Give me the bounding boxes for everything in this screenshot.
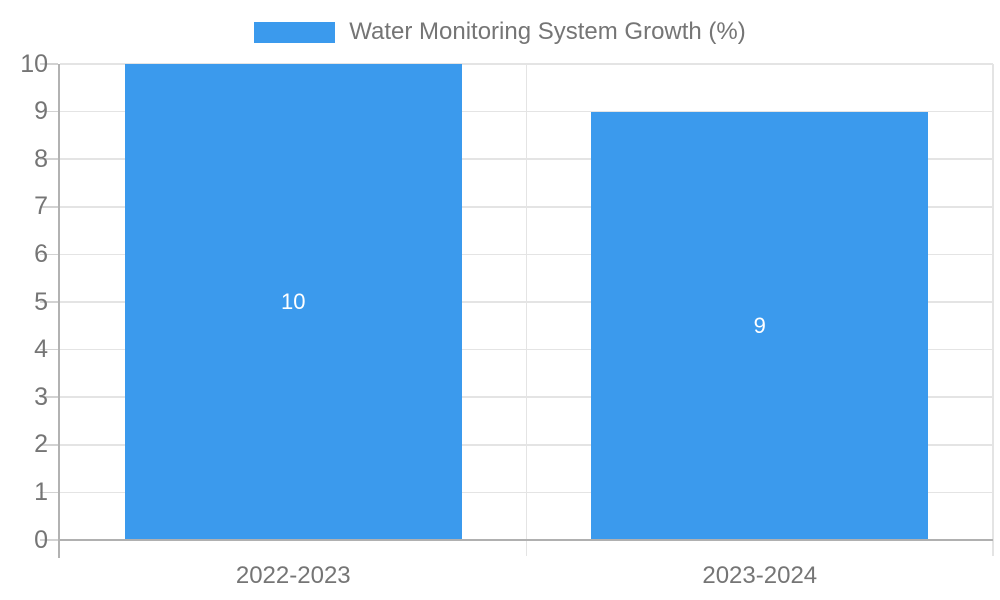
y-tick-mark xyxy=(40,348,58,351)
x-gridline xyxy=(992,64,994,556)
y-tick-mark xyxy=(40,539,58,541)
bar-2023-2024[interactable]: 9 xyxy=(591,111,929,540)
chart-legend[interactable]: Water Monitoring System Growth (%) xyxy=(0,18,1000,46)
y-tick-label: 5 xyxy=(34,287,48,316)
y-tick-label: 7 xyxy=(34,192,48,221)
y-tick-mark xyxy=(40,206,58,208)
y-tick-mark xyxy=(40,253,58,256)
y-tick-mark xyxy=(40,444,58,446)
y-tick-label: 8 xyxy=(34,144,48,173)
plot-area: 0 1 2 3 4 5 6 7 8 9 10 10 2022-2023 9 2023-2024 xyxy=(20,51,994,589)
y-tick-label: 2 xyxy=(34,430,48,459)
x-gridline xyxy=(525,64,528,556)
y-tick-label: 4 xyxy=(34,335,48,364)
y-tick-mark xyxy=(40,63,58,65)
y-tick-mark xyxy=(40,491,58,494)
x-tick-label: 2023-2024 xyxy=(702,562,818,589)
y-tick-mark xyxy=(40,396,58,398)
legend-swatch xyxy=(254,21,336,43)
x-tick-label: 2022-2023 xyxy=(235,562,351,589)
y-axis-line xyxy=(58,64,60,558)
bar-value-label: 9 xyxy=(753,312,766,338)
y-tick-label: 3 xyxy=(34,382,48,411)
y-tick-label: 0 xyxy=(34,525,48,554)
y-tick-label: 1 xyxy=(34,477,48,506)
x-axis-line xyxy=(60,539,993,541)
legend-label: Water Monitoring System Growth (%) xyxy=(349,18,746,45)
y-tick-mark xyxy=(40,110,58,113)
y-tick-label: 6 xyxy=(34,239,48,268)
y-tick-mark xyxy=(40,158,58,160)
bar-value-label: 10 xyxy=(280,289,306,314)
y-tick-label: 10 xyxy=(20,49,48,78)
y-tick-mark xyxy=(40,301,58,303)
y-tick-label: 9 xyxy=(34,97,48,126)
bar-2022-2023[interactable]: 10 xyxy=(124,64,462,540)
